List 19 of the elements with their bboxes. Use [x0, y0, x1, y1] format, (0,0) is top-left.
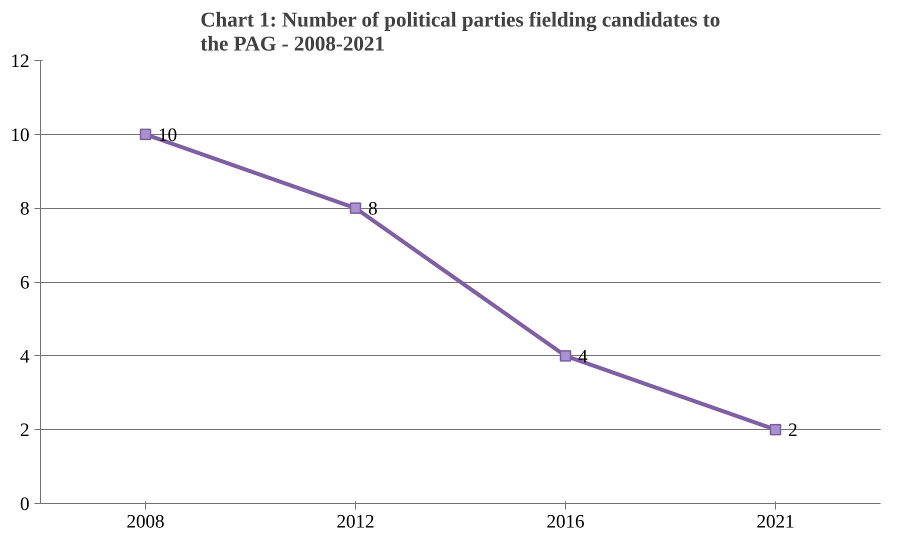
x-tick-label: 2012 — [336, 512, 374, 532]
x-tick-label: 2008 — [126, 512, 164, 532]
point — [140, 128, 152, 140]
x-tick-label: 2021 — [756, 512, 794, 532]
data-label: 10 — [158, 124, 178, 146]
point — [770, 424, 782, 436]
y-tick-label: 10 — [10, 124, 30, 146]
chart-title: Chart 1: Number of political parties fielding candidates to the PAG - 2008-2021 — [200, 8, 720, 56]
y-tick-label: 12 — [10, 51, 30, 72]
y-tick-label: 6 — [20, 272, 30, 294]
data-label: 8 — [368, 198, 378, 220]
point — [560, 350, 572, 362]
data-label: 2 — [788, 420, 798, 442]
y-tick-label: 8 — [20, 198, 30, 220]
y-tick-label: 4 — [20, 346, 30, 368]
y-tick-label: 2 — [20, 420, 30, 442]
point — [350, 202, 362, 214]
x-tick-label: 2016 — [546, 512, 584, 532]
y-tick-label: 0 — [20, 494, 30, 515]
